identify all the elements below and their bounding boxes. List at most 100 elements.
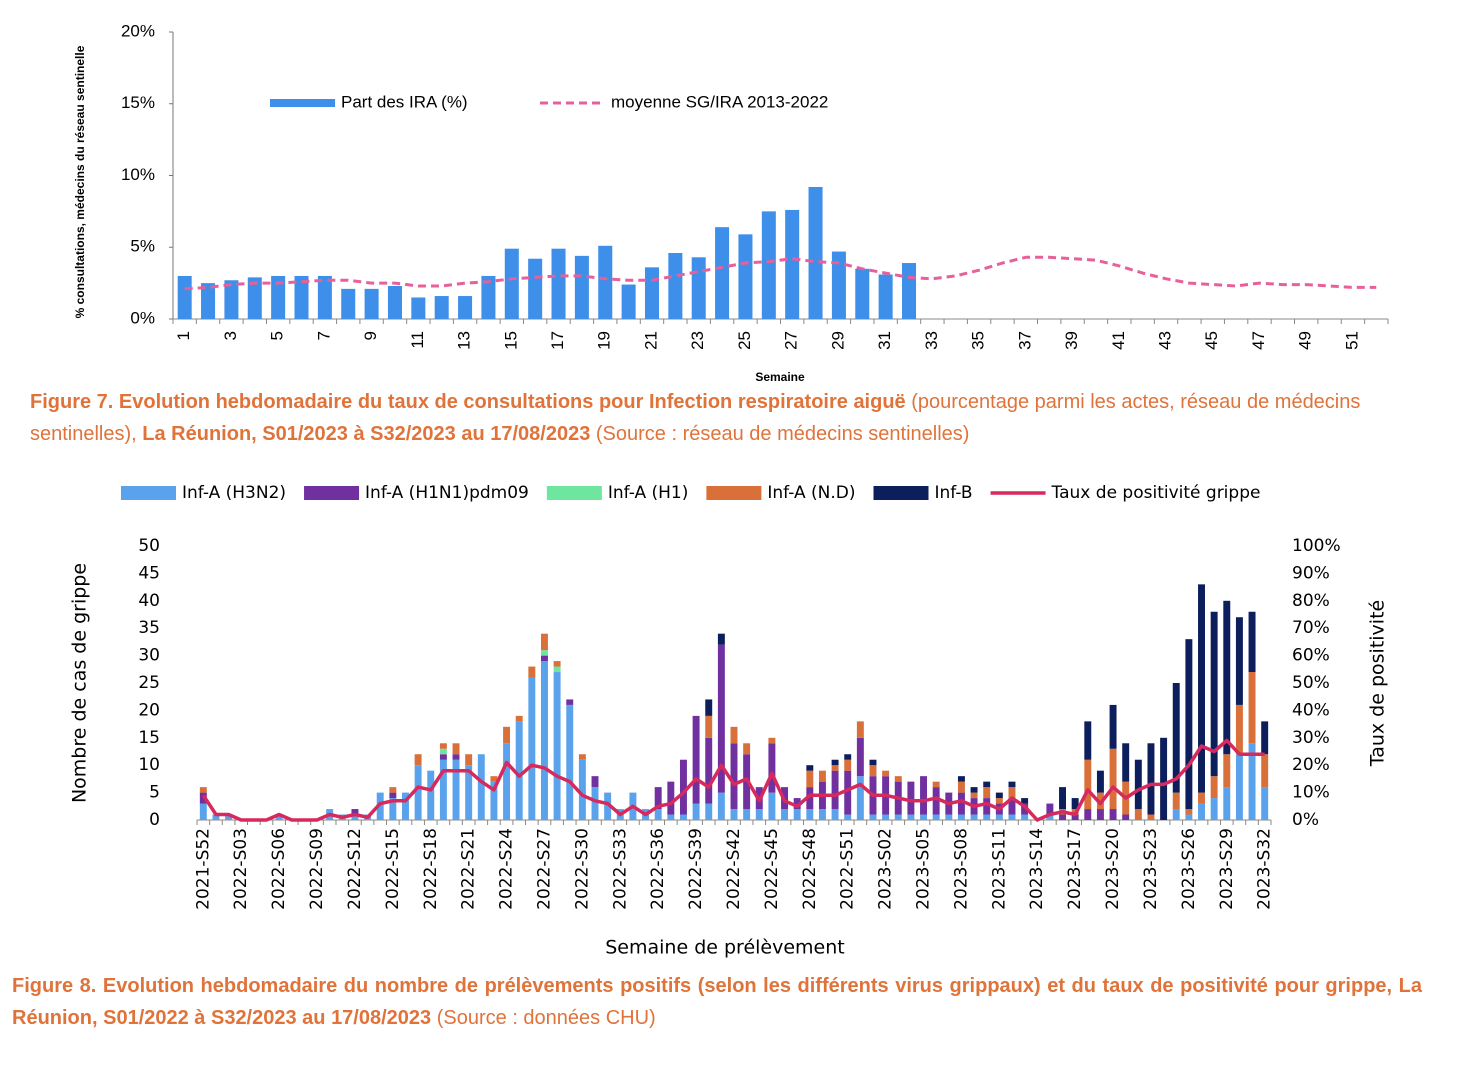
bar (831, 765, 839, 771)
x-tick-label: 7 (314, 331, 333, 340)
bar (785, 209, 800, 319)
bar (957, 814, 965, 820)
bar (970, 814, 978, 820)
bar (831, 759, 839, 766)
y-tick-label: 0 (149, 810, 160, 830)
bar (439, 759, 447, 820)
x-tick-label: 2022-S12 (345, 828, 365, 910)
bar (907, 781, 915, 815)
caption-part: Figure 7. Evolution hebdomadaire du taux… (30, 391, 906, 413)
bar (414, 765, 422, 820)
bar (1235, 754, 1243, 820)
bar (920, 814, 928, 820)
bar (1122, 743, 1130, 782)
y-tick-label: 10% (121, 165, 155, 184)
y2-tick-label: 80% (1292, 591, 1330, 611)
bar (1172, 792, 1180, 810)
bar (225, 814, 233, 820)
bar (427, 770, 435, 820)
legend-label: Inf-A (N.D) (767, 483, 855, 503)
bar (591, 776, 599, 788)
bar (1021, 798, 1029, 804)
y-tick-label: 15% (121, 93, 155, 112)
bar (553, 666, 561, 673)
bar (1223, 754, 1231, 788)
bar (882, 814, 890, 820)
bar (932, 814, 940, 820)
caption-part: (pourcentage parmi les actes, réseau de … (30, 391, 1366, 445)
bar (738, 234, 753, 319)
bar (995, 814, 1003, 820)
bar (894, 814, 902, 820)
x-tick-label: 27 (782, 331, 801, 350)
bar (869, 759, 877, 766)
bar (679, 759, 687, 815)
bar (317, 275, 332, 319)
line (184, 255, 1377, 291)
bar (1059, 814, 1066, 820)
y-tick-label: 45 (138, 563, 160, 583)
y-tick-label: 40 (138, 591, 160, 611)
y2-tick-label: 70% (1292, 618, 1330, 638)
x-tick-label: 43 (1156, 331, 1175, 350)
bar (768, 737, 776, 744)
x-axis-title: Semaine de prélèvement (605, 937, 844, 959)
caption-part: Figure 8. Evolution hebdomadaire du nomb… (12, 975, 1428, 1029)
x-tick-label: 2022-S15 (383, 828, 403, 910)
x-tick-label: 2023-S26 (1179, 828, 1199, 910)
bar (439, 748, 447, 755)
x-tick-label: 2022-S45 (762, 828, 782, 910)
bar (604, 792, 612, 820)
bar (414, 754, 422, 766)
bar (351, 814, 359, 820)
bar (705, 715, 713, 738)
caption: Figure 7. Evolution hebdomadaire du taux… (30, 386, 1440, 450)
bar (1046, 803, 1054, 815)
bar (212, 814, 220, 820)
bar (679, 814, 687, 820)
x-tick-label: 2022-S24 (497, 828, 517, 910)
bar (945, 814, 953, 820)
x-tick-label: 51 (1342, 331, 1361, 350)
bar (598, 245, 613, 319)
y2-tick-label: 50% (1292, 673, 1330, 693)
x-tick-label: 2023-S20 (1103, 828, 1123, 910)
bar (1122, 814, 1130, 820)
bar (1134, 809, 1142, 820)
bar (730, 809, 738, 820)
bar (1248, 611, 1256, 673)
bar (1198, 803, 1205, 820)
y-tick-label: 35 (138, 618, 160, 638)
bar (458, 296, 473, 319)
bar (1185, 809, 1193, 815)
bar (705, 803, 713, 820)
y2-tick-label: 0% (1292, 810, 1319, 830)
y-tick-label: 0% (130, 308, 155, 327)
bar (717, 644, 725, 793)
bar (402, 792, 409, 820)
y2-tick-label: 60% (1292, 646, 1330, 666)
bar (882, 770, 890, 777)
bar (1172, 809, 1180, 820)
x-tick-label: 2022-S21 (459, 828, 479, 910)
bar (1210, 798, 1218, 820)
legend-swatch (121, 486, 176, 500)
bar (831, 809, 839, 820)
bar (1008, 787, 1016, 799)
x-tick-label: 31 (875, 331, 894, 350)
bar (644, 267, 659, 319)
bar (389, 798, 397, 820)
bar (1185, 639, 1193, 810)
x-tick-label: 2022-S48 (800, 828, 820, 910)
x-tick-label: 2022-S39 (686, 828, 706, 910)
bar (1008, 814, 1016, 820)
bar (856, 721, 864, 738)
bar (983, 781, 991, 788)
x-axis-title: Semaine (755, 370, 805, 384)
bar (540, 655, 548, 662)
bar (452, 754, 460, 760)
bar (1109, 748, 1117, 810)
bar (1172, 683, 1180, 793)
bar (199, 803, 207, 820)
